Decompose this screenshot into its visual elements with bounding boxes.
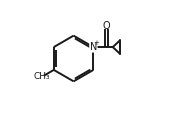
Text: CH₃: CH₃ bbox=[33, 72, 50, 81]
Text: N: N bbox=[90, 42, 97, 52]
Text: +: + bbox=[93, 40, 99, 46]
Text: O: O bbox=[103, 21, 110, 31]
